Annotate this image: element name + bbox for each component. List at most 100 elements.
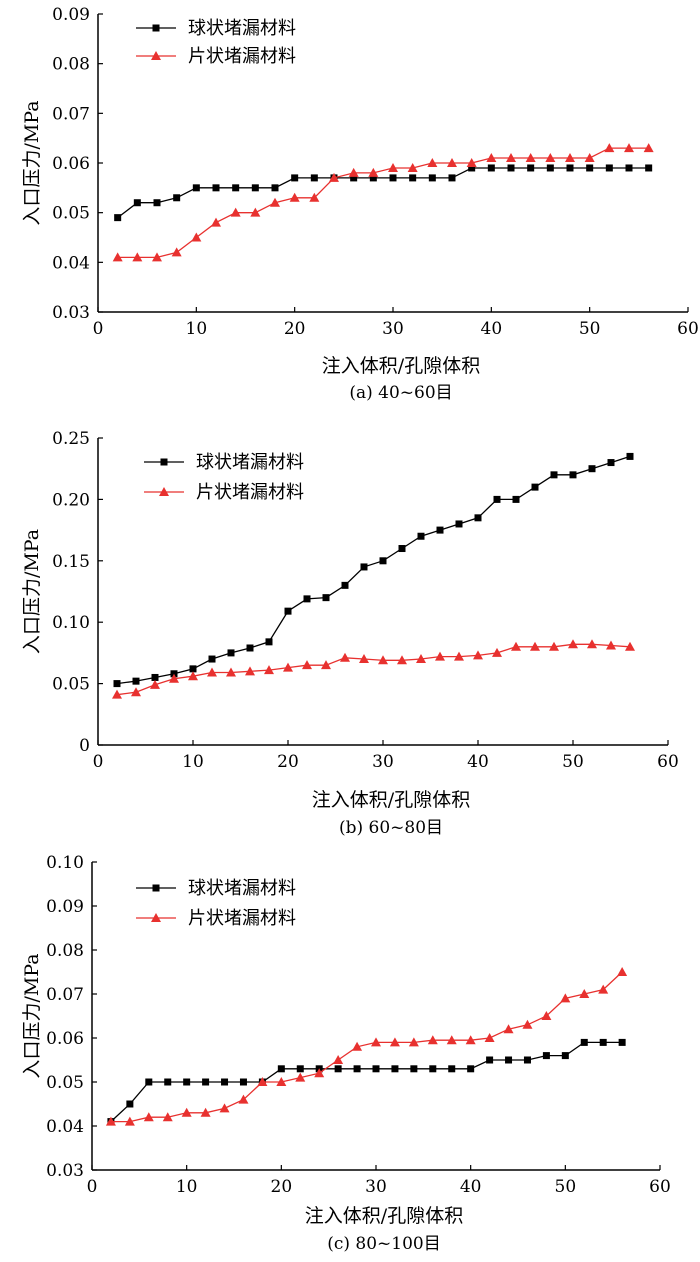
- data-point: [605, 164, 613, 172]
- data-point: [407, 162, 418, 172]
- data-point: [270, 197, 280, 207]
- data-point: [309, 192, 320, 202]
- data-point: [314, 1068, 325, 1078]
- data-point: [238, 1094, 249, 1104]
- x-tick-label: 20: [284, 319, 306, 339]
- data-point: [550, 471, 558, 479]
- data-point: [239, 1078, 247, 1086]
- data-point: [295, 1072, 306, 1082]
- data-point: [427, 1035, 438, 1045]
- y-tick-label: 0.09: [52, 5, 90, 25]
- x-tick-label: 30: [365, 1177, 387, 1197]
- data-point: [465, 1035, 476, 1045]
- data-point: [643, 143, 654, 153]
- data-point: [546, 164, 554, 172]
- x-tick-label: 0: [87, 1177, 98, 1197]
- data-point: [350, 174, 358, 182]
- legend-marker: [152, 884, 160, 892]
- data-point: [493, 495, 501, 503]
- legend-label: 球状堵漏材料: [188, 18, 296, 39]
- y-tick-label: 0.05: [52, 675, 90, 695]
- data-point: [455, 520, 463, 528]
- y-tick-label: 0.09: [46, 897, 84, 917]
- legend-label: 球状堵漏材料: [188, 878, 296, 899]
- data-point: [207, 667, 217, 677]
- data-point: [153, 199, 161, 207]
- data-point: [265, 638, 273, 646]
- data-point: [468, 164, 476, 172]
- data-point: [466, 158, 477, 167]
- data-point: [283, 662, 293, 672]
- series-spherical: [107, 1038, 626, 1126]
- data-point: [530, 641, 540, 651]
- data-point: [169, 673, 179, 683]
- data-point: [604, 143, 615, 153]
- data-point: [584, 153, 595, 163]
- data-point: [454, 651, 464, 661]
- data-point: [188, 671, 198, 681]
- x-tick-label: 40: [481, 319, 503, 339]
- data-point: [126, 1100, 134, 1108]
- data-point: [183, 1078, 191, 1086]
- data-point: [549, 641, 559, 651]
- x-axis-label: 注入体积/孔隙体积: [305, 1205, 463, 1227]
- data-point: [359, 654, 369, 664]
- data-point: [527, 164, 535, 172]
- legend-label: 球状堵漏材料: [196, 452, 304, 473]
- data-point: [145, 1078, 153, 1086]
- x-tick-label: 60: [657, 752, 679, 772]
- data-point: [302, 660, 312, 670]
- y-tick-label: 0.05: [46, 1073, 84, 1093]
- panel-caption: (b) 60~80目: [339, 818, 443, 838]
- data-point: [503, 1024, 514, 1034]
- data-point: [579, 989, 590, 998]
- data-point: [428, 174, 436, 182]
- x-tick-label: 0: [93, 319, 104, 339]
- data-point: [369, 174, 377, 182]
- data-point: [257, 1077, 268, 1086]
- data-point: [333, 1055, 344, 1064]
- data-point: [408, 1037, 419, 1047]
- data-point: [599, 1038, 607, 1046]
- data-point: [626, 452, 634, 460]
- data-point: [561, 1052, 569, 1060]
- data-point: [152, 252, 162, 262]
- data-point: [435, 651, 445, 661]
- x-tick-label: 20: [271, 1177, 293, 1197]
- y-axis-label: 入口压力/MPa: [21, 529, 43, 654]
- data-point: [624, 143, 634, 153]
- legend-label: 片状堵漏材料: [188, 908, 296, 929]
- data-point: [486, 1056, 494, 1064]
- data-point: [429, 1065, 437, 1073]
- data-point: [296, 1065, 304, 1073]
- data-point: [112, 252, 123, 262]
- chart-panel: 0 10 20 30 40 50 60 0.03 0.04 0.05 0.06 0.07 0.08 0.0…: [21, 5, 699, 403]
- data-point: [310, 174, 318, 182]
- series-flaky: [112, 143, 654, 262]
- x-tick-label: 50: [579, 319, 601, 339]
- x-tick-label: 20: [277, 752, 299, 772]
- series-line: [116, 455, 631, 685]
- data-point: [371, 1037, 381, 1047]
- data-point: [164, 1078, 172, 1086]
- data-point: [512, 495, 520, 503]
- data-point: [189, 665, 197, 673]
- data-point: [427, 158, 438, 167]
- data-point: [105, 1116, 116, 1126]
- x-tick-label: 10: [186, 319, 208, 339]
- data-point: [531, 483, 539, 491]
- data-point: [303, 595, 311, 603]
- data-point: [565, 153, 575, 163]
- x-tick-label: 50: [562, 752, 584, 772]
- y-tick-label: 0.03: [52, 303, 90, 323]
- data-point: [232, 184, 240, 192]
- data-point: [245, 666, 255, 676]
- data-point: [645, 164, 653, 172]
- series-line: [117, 147, 649, 259]
- data-point: [211, 217, 221, 227]
- data-point: [114, 214, 122, 222]
- data-point: [212, 184, 220, 192]
- y-tick-label: 0: [79, 736, 90, 756]
- series-spherical: [113, 452, 634, 688]
- data-point: [360, 563, 368, 571]
